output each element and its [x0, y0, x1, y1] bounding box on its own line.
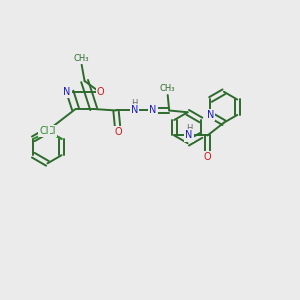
Text: O: O [97, 87, 105, 97]
Text: O: O [204, 152, 211, 163]
Text: N: N [185, 130, 193, 140]
Text: N: N [63, 87, 70, 97]
Text: H: H [131, 99, 138, 108]
Text: CH₃: CH₃ [160, 84, 176, 93]
Text: N: N [149, 106, 157, 116]
Text: H: H [186, 124, 192, 133]
Text: N: N [131, 106, 138, 116]
Text: Cl: Cl [46, 126, 56, 136]
Text: O: O [114, 128, 122, 137]
Text: N: N [207, 110, 214, 120]
Text: Cl: Cl [39, 126, 49, 136]
Text: CH₃: CH₃ [74, 54, 89, 63]
